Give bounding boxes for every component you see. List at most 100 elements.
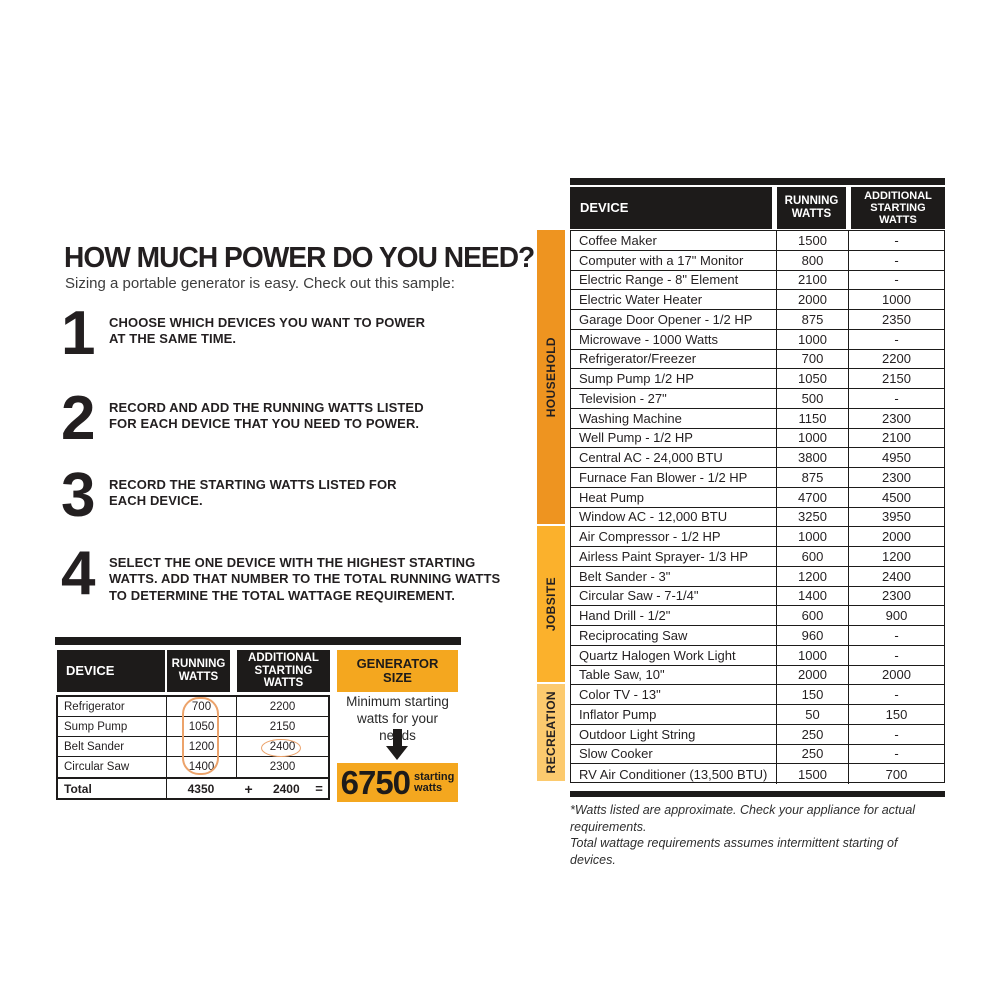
table-row: Central AC - 24,000 BTU 3800 4950 [571,448,944,468]
down-arrow-icon [393,729,402,746]
running-watts-cell: 1000 [777,527,849,546]
device-cell: Central AC - 24,000 BTU [571,448,777,467]
table-row: Window AC - 12,000 BTU 3250 3950 [571,507,944,528]
table-row: Inflator Pump 50 150 [571,705,944,725]
total-starting-watts: 2400 [272,781,300,796]
equals-sign: = [315,781,323,796]
sample-header-running-watts: RUNNING WATTS [167,650,230,692]
device-cell: Heat Pump [571,487,777,507]
table-row: Well Pump - 1/2 HP 1000 2100 [571,428,944,449]
step-1-text: CHOOSE WHICH DEVICES YOU WANT TO POWER A… [109,315,426,347]
sample-table-row: Circular Saw 1400 2300 [58,757,328,777]
running-watts-cell: 700 [777,349,849,369]
table-row: Quartz Halogen Work Light 1000 - [571,645,944,666]
table-row: Electric Water Heater 2000 1000 [571,290,944,310]
running-watts-cell: 1500 [777,231,849,250]
running-watts-cell: 3250 [777,507,849,527]
device-cell: Electric Range - 8" Element [571,270,777,290]
step-2-number: 2 [61,384,95,453]
table-row: Reciprocating Saw 960 - [571,626,944,646]
starting-watts-cell: 3950 [882,509,911,525]
running-watts-cell: 700 [167,697,237,716]
table-row: Washing Machine 1150 2300 [571,408,944,429]
table-row: Belt Sander - 3" 1200 2400 [571,566,944,587]
device-cell: Belt Sander [58,737,167,756]
device-cell: Table Saw, 10" [571,665,777,685]
running-watts-cell: 2000 [777,665,849,685]
starting-watts-cell: - [894,726,899,742]
down-arrow-icon [386,746,408,760]
starting-watts-cell: 2300 [882,469,911,485]
starting-watts-cell: 2300 [882,410,911,426]
starting-watts-cell: 150 [885,706,908,722]
device-cell: Refrigerator/Freezer [571,349,777,369]
table-row: Slow Cooker 250 - [571,744,944,765]
category-sidebar: HOUSEHOLD JOBSITE RECREATION [537,230,565,781]
starting-watts-cell: 2150 [269,720,296,733]
starting-watts-cell: - [894,687,899,703]
sample-sizing-table: DEVICE RUNNING WATTS ADDITIONAL STARTING… [55,637,461,803]
device-cell: Sump Pump 1/2 HP [571,369,777,388]
table-row: Air Compressor - 1/2 HP 1000 2000 [571,527,944,547]
starting-watts-cell: - [894,647,899,663]
step-3: 3 RECORD THE STARTING WATTS LISTED FOR E… [61,465,519,527]
running-watts-cell: 1050 [167,717,237,736]
starting-watts-cell: - [894,390,899,406]
result-watts-value: 6750 [340,764,411,801]
table-row: Refrigerator/Freezer 700 2200 [571,349,944,370]
table-row: Circular Saw - 7-1/4" 1400 2300 [571,586,944,607]
step-2: 2 RECORD AND ADD THE RUNNING WATTS LISTE… [61,384,519,453]
device-cell: Coffee Maker [571,231,777,250]
running-watts-cell: 600 [777,606,849,625]
starting-watts-cell: - [894,252,899,268]
device-cell: Furnace Fan Blower - 1/2 HP [571,468,777,487]
wattage-header-running-watts: RUNNING WATTS [777,187,846,229]
starting-watts-cell: - [894,627,899,643]
sample-table-row: Belt Sander 1200 2400 [58,737,328,757]
table-row: RV Air Conditioner (13,500 BTU) 1500 700 [571,764,944,784]
table-row: Microwave - 1000 Watts 1000 - [571,329,944,350]
step-1-number: 1 [61,299,95,368]
category-label: JOBSITE [544,577,558,632]
starting-watts-cell: - [894,746,899,762]
running-watts-cell: 1000 [777,428,849,448]
sample-header-generator-size: GENERATOR SIZE [337,650,458,692]
sample-table-row: Sump Pump 1050 2150 [58,717,328,737]
running-watts-cell: 2100 [777,270,849,290]
device-cell: Hand Drill - 1/2" [571,606,777,625]
starting-watts-cell: 900 [885,608,908,624]
table-row: Airless Paint Sprayer- 1/3 HP 600 1200 [571,547,944,567]
device-cell: Airless Paint Sprayer- 1/3 HP [571,547,777,566]
category-block-jobsite: JOBSITE [537,526,565,683]
sample-header-additional-starting-watts: ADDITIONAL STARTING WATTS [237,650,330,692]
running-watts-cell: 3800 [777,448,849,467]
table-row: Table Saw, 10" 2000 2000 [571,665,944,686]
sample-total-row: Total 4350 + 2400 = [56,777,330,800]
step-4: 4 SELECT THE ONE DEVICE WITH THE HIGHEST… [61,543,519,605]
running-watts-cell: 250 [777,744,849,764]
running-watts-cell: 250 [777,724,849,744]
wattage-header-device: DEVICE [570,187,772,229]
running-watts-cell: 1050 [777,369,849,388]
device-cell: Television - 27" [571,389,777,408]
generator-size-result: 6750 starting watts [337,763,458,802]
total-label: Total [58,779,168,798]
page-subtitle: Sizing a portable generator is easy. Che… [65,275,455,292]
plus-sign: + [244,780,253,797]
running-watts-cell: 1400 [777,586,849,606]
device-cell: Circular Saw [58,757,167,777]
device-cell: Sump Pump [58,717,167,736]
starting-watts-cell: 2350 [882,311,911,327]
device-cell: Computer with a 17" Monitor [571,250,777,270]
starting-watts-cell: - [894,272,899,288]
table-row: Furnace Fan Blower - 1/2 HP 875 2300 [571,468,944,488]
running-watts-cell: 1000 [777,645,849,665]
sample-header-device: DEVICE [57,650,165,692]
step-2-text: RECORD AND ADD THE RUNNING WATTS LISTED … [109,400,424,432]
running-watts-cell: 4700 [777,487,849,507]
starting-watts-cell: 2400 [269,740,296,753]
result-watts-unit: starting watts [414,770,455,794]
device-cell: Quartz Halogen Work Light [571,645,777,665]
starting-watts-cell: 2200 [269,700,296,713]
